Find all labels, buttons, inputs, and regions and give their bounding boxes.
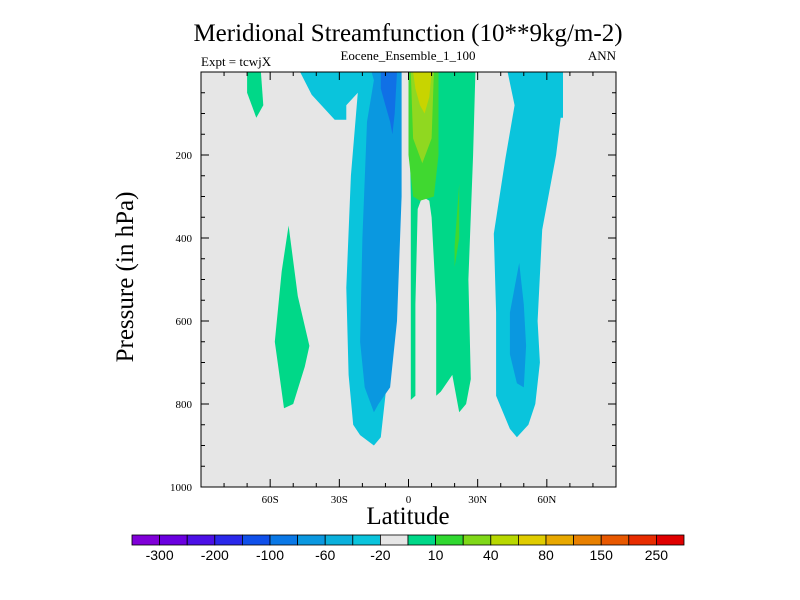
y-tick-label: 400 — [176, 233, 193, 245]
colorbar-label: -60 — [315, 547, 335, 563]
center-subtitle: Eocene_Ensemble_1_100 — [340, 48, 475, 63]
contour-region-sh-upper-positive-cell — [247, 72, 264, 118]
colorbar-swatch — [600, 534, 630, 546]
colorbar-swatch — [407, 534, 437, 546]
colorbar-swatch — [186, 534, 216, 546]
y-tick-label: 200 — [176, 150, 193, 162]
colorbar-swatch — [573, 534, 602, 546]
colorbar-swatch — [490, 534, 519, 546]
x-tick-label: 60S — [262, 494, 279, 506]
contour-region-nh-positive-core — [413, 72, 432, 114]
colorbar-swatch — [297, 534, 326, 546]
colorbar-swatch — [269, 534, 299, 546]
contour-region-sh-negative-cell-inner — [360, 72, 402, 413]
colorbar: -300 -200 -100 -60 -20 10 40 80 150 250 — [131, 534, 685, 563]
colorbar-swatch — [324, 534, 354, 546]
contour-regions — [247, 72, 584, 446]
colorbar-swatch — [352, 534, 381, 546]
colorbar-swatch — [656, 534, 685, 546]
left-subtitle: Expt = tcwjX — [201, 54, 272, 69]
y-axis-title: Pressure (in hPa) — [112, 192, 139, 363]
contour-region-nh-negative-cell-inner — [509, 262, 527, 388]
colorbar-swatch — [518, 534, 547, 546]
colorbar-label: -20 — [370, 547, 390, 563]
contour-region-nh-subtrop-green-sliver — [454, 184, 460, 267]
colorbar-label: -200 — [201, 547, 229, 563]
contour-region-sh-negative-core — [380, 72, 397, 135]
colorbar-swatch — [214, 534, 243, 546]
colorbar-swatch — [462, 534, 492, 546]
colorbar-swatch — [131, 534, 161, 546]
contour-region-sh-midlat-positive-cell — [274, 225, 310, 409]
colorbar-swatch — [159, 534, 188, 546]
y-tick-label: 800 — [176, 399, 193, 411]
colorbar-swatch — [379, 534, 409, 546]
colorbar-label: 150 — [590, 547, 614, 563]
colorbar-label: 80 — [538, 547, 554, 563]
y-tick-label: 1000 — [170, 482, 193, 494]
colorbar-label: 40 — [483, 547, 499, 563]
colorbar-swatch — [435, 534, 464, 546]
x-tick-label: 0 — [406, 494, 412, 506]
colorbar-label: 10 — [428, 547, 444, 563]
x-axis-title: Latitude — [366, 503, 449, 530]
colorbar-label: -100 — [256, 547, 284, 563]
colorbar-swatch — [628, 534, 657, 546]
colorbar-label: 250 — [645, 547, 669, 563]
x-tick-label: 30S — [331, 494, 348, 506]
colorbar-swatch — [545, 534, 575, 546]
axis-ticks: 60S 30S 0 30N 60N 200 400 600 800 1000 — [170, 72, 616, 506]
y-tick-label: 600 — [176, 316, 193, 328]
x-tick-label: 60N — [537, 494, 556, 506]
colorbar-swatch — [241, 534, 271, 546]
chart-title: Meridional Streamfunction (10**9kg/m-2) — [193, 20, 622, 47]
right-subtitle: ANN — [588, 48, 617, 63]
colorbar-label: -300 — [146, 547, 174, 563]
x-tick-label: 30N — [468, 494, 487, 506]
